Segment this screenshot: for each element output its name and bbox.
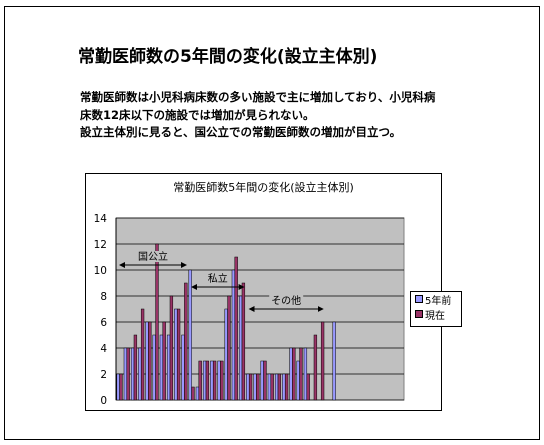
legend-label-now: 現在 — [425, 311, 445, 322]
chart-container: 常勤医師数5年間の変化(設立主体別) — [85, 173, 442, 411]
slide-title: 常勤医師数の5年間の変化(設立主体別) — [78, 47, 378, 67]
body-text-line-2: 床数12床以下の施設では増加が見られない。 — [80, 108, 315, 122]
legend-item-5yr-ago: 5年前 — [415, 295, 451, 309]
chart-title: 常勤医師数5年間の変化(設立主体別) — [173, 181, 354, 194]
legend-item-now: 現在 — [415, 310, 445, 324]
body-text-line-1: 常勤医師数は小児科病床数の多い施設で主に増加しており、小児科病 — [80, 90, 436, 104]
legend-label-5yr-ago: 5年前 — [425, 296, 452, 307]
body-text-line-3: 設立主体別に見ると、国公立での常勤医師数の増加が目立つ。 — [80, 125, 402, 139]
legend-swatch-5yr-ago — [415, 295, 423, 303]
legend-swatch-now — [415, 310, 423, 318]
legend: 5年前 現在 — [410, 291, 462, 327]
